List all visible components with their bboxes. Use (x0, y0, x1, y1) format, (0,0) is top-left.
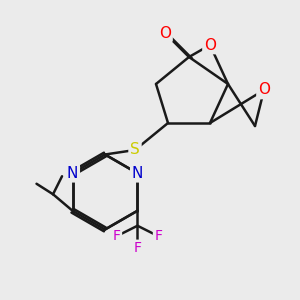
Text: O: O (258, 82, 270, 98)
Text: F: F (112, 229, 121, 243)
Text: N: N (132, 166, 143, 181)
Text: F: F (134, 241, 142, 255)
Text: N: N (67, 166, 78, 181)
Text: O: O (159, 26, 171, 40)
Text: F: F (154, 229, 163, 243)
Text: O: O (204, 38, 216, 52)
Text: S: S (130, 142, 140, 158)
